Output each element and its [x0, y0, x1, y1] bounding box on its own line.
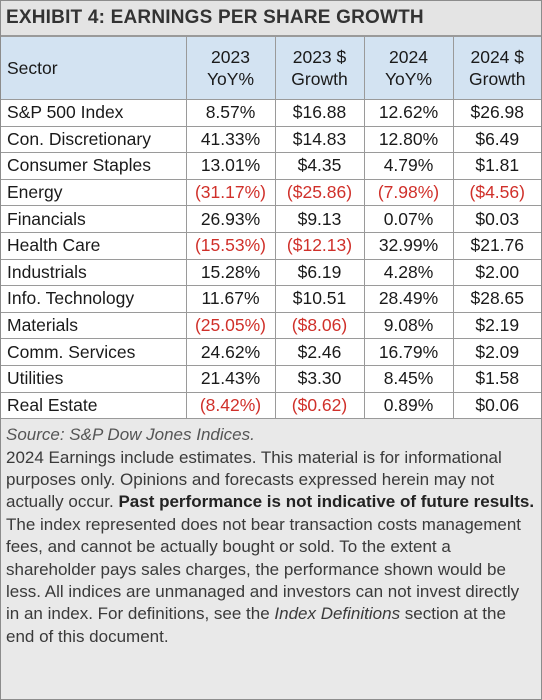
cell-2024-growth: $0.06 — [452, 391, 541, 420]
disclaimer-text: 2024 Earnings include estimates. This ma… — [6, 447, 536, 649]
cell-2023-growth: ($25.86) — [274, 178, 365, 207]
cell-2024-growth: $0.03 — [452, 205, 541, 233]
cell-2023-growth: $16.88 — [274, 99, 365, 127]
cell-sector: S&P 500 Index — [1, 99, 187, 127]
cell-2024-growth: $1.81 — [452, 152, 541, 180]
table-body: S&P 500 Index 8.57% $16.88 12.62% $26.98 Con.… — [1, 99, 541, 420]
cell-2024-growth: $6.49 — [452, 125, 541, 154]
disclaimer-part: The index represented does not bear tran… — [6, 514, 522, 624]
disclaimer-part: 2024 Earnings include estimates. This ma… — [6, 447, 502, 512]
cell-2023-yoy: (8.42%) — [185, 391, 276, 420]
column-header-line: YoY% — [384, 69, 433, 89]
cell-sector: Con. Discretionary — [1, 125, 187, 154]
cell-sector: Industrials — [1, 258, 187, 287]
cell-2023-yoy: 41.33% — [185, 125, 276, 154]
column-header-2023-yoy: 2023 YoY% — [185, 36, 276, 100]
cell-2024-growth: ($4.56) — [452, 178, 541, 207]
cell-2023-growth: $6.19 — [274, 258, 365, 287]
cell-2023-growth: ($0.62) — [274, 391, 365, 420]
cell-2024-growth: $2.09 — [452, 338, 541, 366]
cell-2024-yoy: 8.45% — [363, 364, 454, 393]
table-row: Financials 26.93% $9.13 0.07% $0.03 — [1, 205, 541, 233]
table-row: Info. Technology 11.67% $10.51 28.49% $28.65 — [1, 285, 541, 313]
cell-2024-growth: $28.65 — [452, 285, 541, 313]
disclaimer-part: section at the end of this document. — [6, 604, 506, 646]
source-note: Source: S&P Dow Jones Indices. — [6, 425, 255, 445]
cell-2023-growth: $14.83 — [274, 125, 365, 154]
cell-2024-yoy: (7.98%) — [363, 178, 454, 207]
column-header-line: 2023 — [211, 47, 250, 67]
table-row: Utilities 21.43% $3.30 8.45% $1.58 — [1, 364, 541, 393]
column-header-line: 2024 $ — [470, 47, 525, 67]
column-header-2024-yoy: 2024 YoY% — [363, 36, 454, 100]
cell-2024-yoy: 4.79% — [363, 152, 454, 180]
column-header-2024-growth: 2024 $ Growth — [452, 36, 541, 100]
cell-2024-yoy: 32.99% — [363, 231, 454, 260]
cell-2023-yoy: 21.43% — [185, 364, 276, 393]
cell-2023-yoy: 26.93% — [185, 205, 276, 233]
footnotes: Source: S&P Dow Jones Indices. 2024 Earn… — [1, 419, 541, 649]
column-header-line: Growth — [469, 69, 526, 89]
cell-2024-yoy: 12.62% — [363, 99, 454, 127]
table-row: Real Estate (8.42%) ($0.62) 0.89% $0.06 — [1, 391, 541, 420]
column-header-line: 2023 $ — [292, 47, 347, 67]
cell-2024-growth: $26.98 — [452, 99, 541, 127]
cell-2024-yoy: 4.28% — [363, 258, 454, 287]
eps-growth-table: Sector 2023 YoY% 2023 $ Growth 2024 YoY%… — [1, 36, 541, 420]
cell-2024-yoy: 12.80% — [363, 125, 454, 154]
column-header-line: YoY% — [206, 69, 255, 89]
cell-sector: Real Estate — [1, 391, 187, 420]
exhibit-title: EXHIBIT 4: EARNINGS PER SHARE GROWTH — [1, 1, 541, 36]
cell-2024-yoy: 0.07% — [363, 205, 454, 233]
cell-2023-growth: ($12.13) — [274, 231, 365, 260]
cell-2023-growth: $9.13 — [274, 205, 365, 233]
table-row: Con. Discretionary 41.33% $14.83 12.80% $6.4… — [1, 125, 541, 154]
table-row: Comm. Services 24.62% $2.46 16.79% $2.09 — [1, 338, 541, 366]
cell-2024-growth: $1.58 — [452, 364, 541, 393]
table-header-row: Sector 2023 YoY% 2023 $ Growth 2024 YoY%… — [1, 36, 541, 100]
table-row: Materials (25.05%) ($8.06) 9.08% $2.19 — [1, 311, 541, 340]
cell-sector: Financials — [1, 205, 187, 233]
cell-2023-growth: $3.30 — [274, 364, 365, 393]
cell-sector: Materials — [1, 311, 187, 340]
column-header-sector: Sector — [1, 36, 187, 100]
cell-2023-growth: $10.51 — [274, 285, 365, 313]
cell-2024-yoy: 28.49% — [363, 285, 454, 313]
cell-2023-yoy: 8.57% — [185, 99, 276, 127]
table-row: Energy (31.17%) ($25.86) (7.98%) ($4.56) — [1, 178, 541, 207]
column-header-line: Growth — [291, 69, 348, 89]
cell-sector: Health Care — [1, 231, 187, 260]
past-performance-warning: Past performance is not indicative of fu… — [118, 492, 535, 512]
cell-2023-growth: $4.35 — [274, 152, 365, 180]
cell-2023-yoy: (25.05%) — [185, 311, 276, 340]
cell-2023-yoy: 11.67% — [185, 285, 276, 313]
index-definitions-reference: Index Definitions — [274, 604, 401, 624]
table-row: Health Care (15.53%) ($12.13) 32.99% $21.76 — [1, 231, 541, 260]
cell-2023-yoy: (15.53%) — [185, 231, 276, 260]
column-header-2023-growth: 2023 $ Growth — [274, 36, 365, 100]
cell-2024-yoy: 0.89% — [363, 391, 454, 420]
cell-2024-growth: $21.76 — [452, 231, 541, 260]
table-row: Industrials 15.28% $6.19 4.28% $2.00 — [1, 258, 541, 287]
cell-2023-yoy: (31.17%) — [185, 178, 276, 207]
column-header-line: 2024 — [389, 47, 428, 67]
cell-2023-yoy: 15.28% — [185, 258, 276, 287]
table-row: S&P 500 Index 8.57% $16.88 12.62% $26.98 — [1, 99, 541, 127]
cell-2023-growth: $2.46 — [274, 338, 365, 366]
cell-sector: Energy — [1, 178, 187, 207]
cell-2023-yoy: 24.62% — [185, 338, 276, 366]
cell-sector: Info. Technology — [1, 285, 187, 313]
cell-2023-growth: ($8.06) — [274, 311, 365, 340]
cell-2024-yoy: 16.79% — [363, 338, 454, 366]
cell-2024-growth: $2.19 — [452, 311, 541, 340]
cell-sector: Comm. Services — [1, 338, 187, 366]
table-row: Consumer Staples 13.01% $4.35 4.79% $1.81 — [1, 152, 541, 180]
cell-2024-growth: $2.00 — [452, 258, 541, 287]
cell-2024-yoy: 9.08% — [363, 311, 454, 340]
cell-sector: Consumer Staples — [1, 152, 187, 180]
cell-sector: Utilities — [1, 364, 187, 393]
cell-2023-yoy: 13.01% — [185, 152, 276, 180]
